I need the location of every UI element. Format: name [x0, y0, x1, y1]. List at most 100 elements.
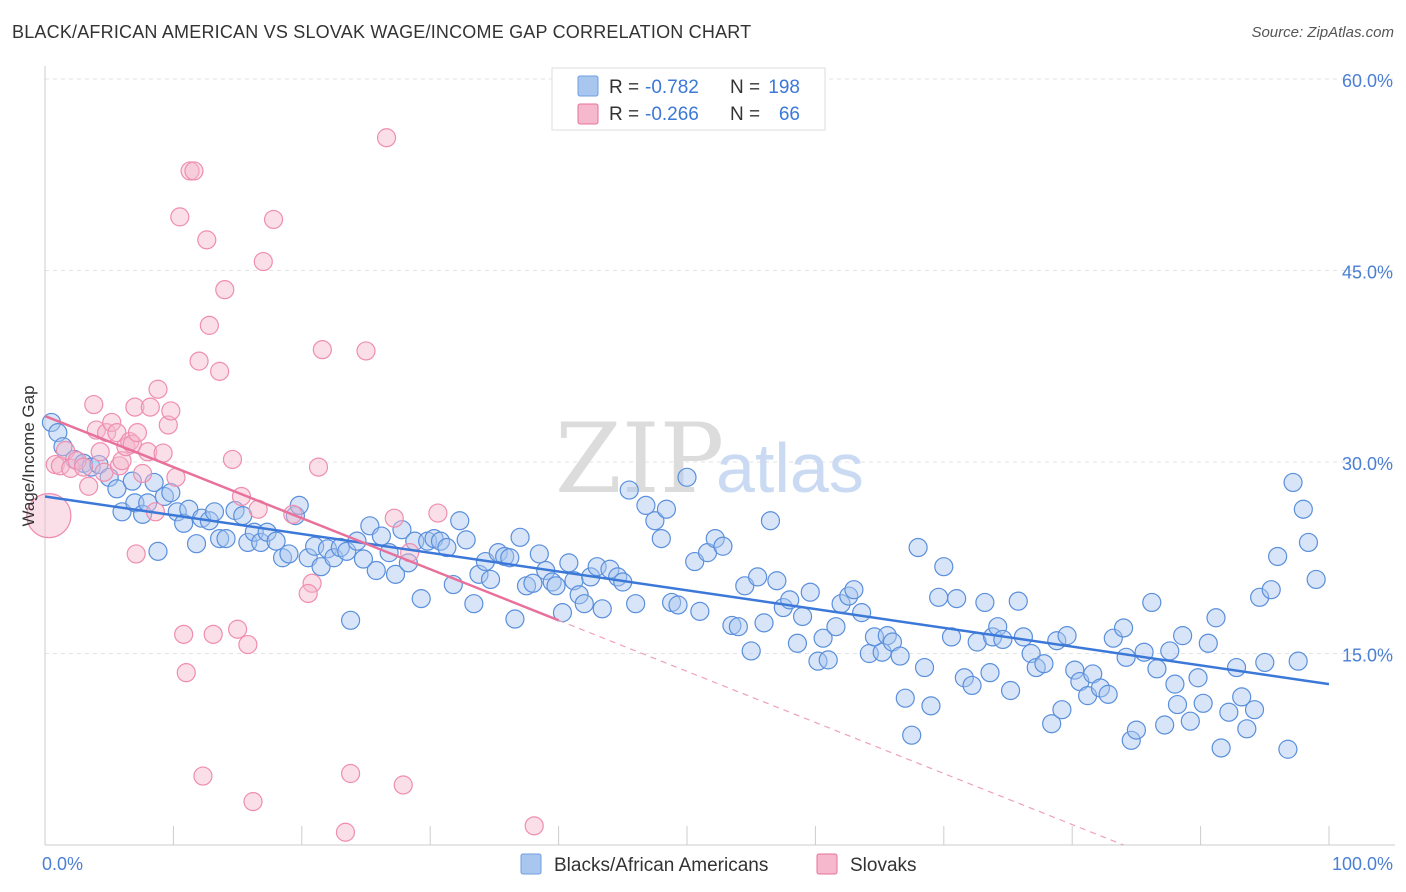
blacks-point-132: [902, 725, 922, 745]
blacks-point-78: [546, 576, 566, 596]
blacks-point-67: [480, 569, 501, 590]
blacks-point-50: [371, 526, 392, 546]
blacks-point-25: [210, 528, 230, 549]
blacks-trend-line: [44, 495, 1330, 686]
slovaks-point-56: [335, 822, 356, 842]
blacks-point-56: [411, 589, 431, 609]
x-tick-label-0: 0.0%: [42, 854, 83, 874]
blacks-point-71: [505, 609, 525, 629]
slovaks-point-47: [243, 791, 263, 812]
blacks-point-120: [826, 617, 846, 637]
blacks-point-70: [500, 548, 520, 568]
blacks-point-193: [1306, 569, 1326, 590]
blacks-point-157: [1065, 660, 1085, 680]
slovaks-point-55: [312, 340, 332, 360]
blacks-point-174: [1180, 711, 1200, 731]
blacks-point-188: [1268, 546, 1288, 567]
blacks-point-194: [1288, 651, 1308, 671]
blacks-point-105: [728, 617, 748, 637]
blacks-point-64: [464, 594, 484, 614]
blacks-point-74: [523, 573, 543, 593]
blacks-point-133: [908, 537, 928, 558]
slovaks-point-24: [140, 397, 160, 417]
blacks-point-100: [690, 601, 710, 621]
blacks-point-149: [1013, 627, 1034, 647]
slovaks-point-22: [132, 463, 153, 484]
slovaks-point-29: [161, 401, 181, 421]
blacks-point-104: [722, 615, 742, 636]
slovaks-point-62: [428, 503, 448, 523]
blacks-point-139: [947, 589, 967, 609]
blacks-point-182: [1232, 687, 1252, 707]
series-blacks-points: [41, 412, 1326, 759]
slovaks-point-59: [376, 128, 397, 148]
y-tick-label-2: 45.0%: [1342, 263, 1393, 283]
slovaks-point-13: [102, 412, 122, 433]
slovaks-point-31: [170, 207, 190, 227]
blacks-point-31: [251, 532, 271, 553]
blacks-point-180: [1219, 702, 1239, 722]
blacks-point-152: [1034, 654, 1054, 674]
blacks-point-169: [1147, 659, 1167, 679]
blacks-point-187: [1261, 580, 1281, 600]
slovaks-point-58: [356, 341, 376, 361]
slovaks-point-20: [125, 397, 145, 417]
blacks-point-98: [677, 467, 697, 487]
legend-swatch-pink: [577, 103, 599, 125]
blacks-point-173: [1173, 626, 1193, 646]
bottom-legend-swatch-pink: [816, 853, 838, 875]
legend-r-value-1: -0.782: [645, 77, 699, 98]
slovaks-point-7: [79, 476, 99, 496]
blacks-point-52: [385, 564, 406, 584]
slovaks-point-33: [176, 663, 196, 683]
blacks-point-45: [340, 610, 361, 630]
slovaks-point-46: [238, 634, 258, 655]
bottom-legend-label-blue: Blacks/African Americans: [554, 855, 768, 876]
blacks-point-153: [1042, 714, 1062, 734]
blacks-point-47: [353, 549, 374, 569]
source-label: Source: ZipAtlas.com: [1251, 24, 1394, 41]
blacks-point-124: [852, 603, 872, 623]
blacks-point-195: [1165, 674, 1185, 694]
slovaks-point-8: [84, 394, 104, 415]
blacks-point-93: [645, 511, 665, 531]
slovaks-point-38: [197, 230, 217, 250]
blacks-point-184: [1244, 700, 1265, 720]
slovaks-point-53: [298, 583, 318, 604]
blacks-point-35: [279, 544, 299, 564]
blacks-point-92: [636, 495, 656, 516]
blacks-point-72: [510, 527, 530, 547]
blacks-point-49: [366, 560, 386, 581]
blacks-point-172: [1167, 694, 1188, 715]
blacks-point-186: [1255, 652, 1275, 673]
blacks-point-161: [1090, 678, 1111, 698]
axes: [44, 66, 1395, 846]
blacks-point-143: [975, 592, 995, 613]
blacks-point-80: [559, 553, 579, 573]
watermark: ZIP atlas: [555, 403, 864, 515]
blacks-point-147: [1000, 680, 1021, 701]
blacks-point-146: [993, 629, 1013, 650]
slovaks-point-41: [210, 361, 230, 381]
bottom-legend-label-pink: Slovaks: [850, 855, 917, 876]
bottom-legend-swatch-blue: [520, 853, 542, 875]
blacks-point-24: [204, 502, 225, 522]
slovaks-point-32: [174, 624, 194, 644]
legend-r-label-1: R =: [609, 77, 639, 98]
slovaks-point-0: [26, 493, 72, 539]
legend-r-value-2: -0.266: [645, 104, 699, 125]
x-tick-labels: 0.0% 100.0%: [42, 854, 1393, 874]
blacks-point-183: [1237, 719, 1257, 739]
slovaks-point-54: [308, 457, 329, 477]
blacks-point-196: [980, 663, 1000, 683]
blacks-point-165: [1121, 730, 1141, 750]
blacks-point-117: [808, 651, 828, 671]
slovaks-point-37: [193, 766, 213, 786]
blacks-point-156: [1057, 626, 1077, 646]
blacks-point-5: [81, 457, 101, 477]
blacks-point-108: [748, 567, 768, 587]
trend-lines: [44, 414, 1330, 846]
slovaks-point-36: [189, 351, 209, 371]
blacks-point-62: [450, 511, 470, 531]
